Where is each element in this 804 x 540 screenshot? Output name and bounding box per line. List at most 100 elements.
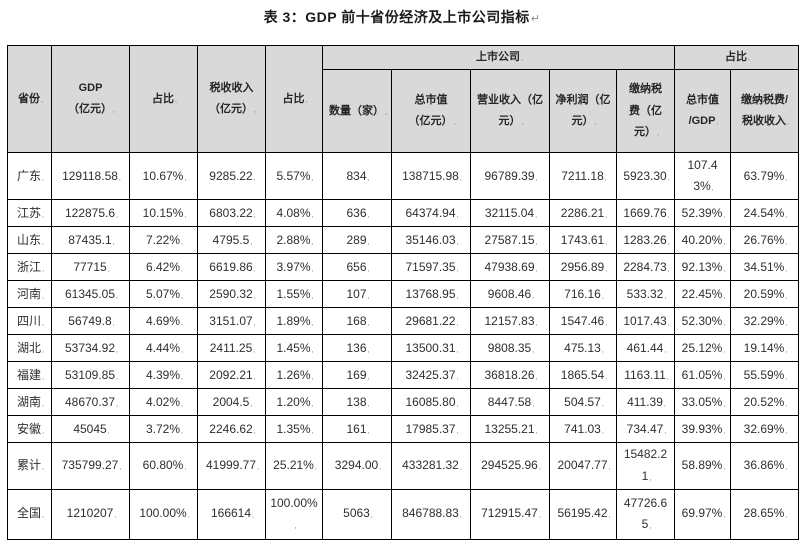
value-cell: 100.00% [129,488,198,540]
table-header: 省份 GDP （亿元） 占比 税收收入 （亿元） 占比 上市公司 占比 数量（家… [7,44,800,154]
value-cell: 13500.31 [391,334,471,363]
province-cell: 河南 [7,280,52,309]
value-cell: 40.20% [674,226,732,255]
table-row: 湖南48670.374.02%2004.51.20%13816085.80844… [7,388,800,417]
value-cell: 5923.30 [615,152,676,201]
value-cell: 846788.83 [391,488,471,540]
value-cell: 26.76% [730,226,800,255]
value-cell: 294525.96 [470,442,550,490]
value-cell: 10.67% [129,152,198,201]
province-cell: 湖南 [7,388,52,417]
page-title-text: 表 3：GDP 前十省份经济及上市公司指标 [263,9,530,25]
table-row: 江苏122875.610.15%6803.224.08%63664374.943… [7,199,800,228]
value-cell: 716.16 [549,280,617,309]
value-cell: 52.39% [674,199,732,228]
table-row: 四川56749.84.69%3151.071.89%16829681.22121… [7,307,800,336]
header-mcap-over-gdp: 总市值 /GDP [674,69,732,154]
province-cell: 福建 [7,361,52,390]
province-cell: 湖北 [7,334,52,363]
value-cell: 61.05% [674,361,732,390]
value-cell: 734.47 [615,415,676,444]
value-cell: 4.02% [129,388,198,417]
value-cell: 1283.26 [615,226,676,255]
value-cell: 166614 [197,488,266,540]
value-cell: 504.57 [549,388,617,417]
value-cell: 136 [322,334,392,363]
value-cell: 20.59% [730,280,800,309]
table-row: 湖北53734.924.44%2411.251.45%13613500.3198… [7,334,800,363]
value-cell: 3.97% [265,253,323,282]
header-count: 数量（家） [322,69,392,154]
value-cell: 7211.18 [549,152,617,201]
province-cell: 四川 [7,307,52,336]
value-cell: 61345.05 [51,280,130,309]
value-cell: 2590.32 [197,280,266,309]
value-cell: 33.05% [674,388,732,417]
value-cell: 63.79% [730,152,800,201]
value-cell: 4.08% [265,199,323,228]
table-row: 广东129118.5810.67%9285.225.57%834138715.9… [7,152,800,201]
value-cell: 5063 [322,488,392,540]
value-cell: 20047.77 [549,442,617,490]
value-cell: 161 [322,415,392,444]
value-cell: 533.32 [615,280,676,309]
value-cell: 53734.92 [51,334,130,363]
header-group-listed-companies: 上市公司 [321,44,676,71]
header-revenue: 营业收入（亿 元） [470,69,550,154]
value-cell: 712915.47 [470,488,550,540]
table-row: 福建53109.854.39%2092.211.26%16932425.3736… [7,361,800,390]
gdp-provinces-table: 省份 GDP （亿元） 占比 税收收入 （亿元） 占比 上市公司 占比 数量（家… [7,44,800,540]
value-cell: 1017.43 [615,307,676,336]
value-cell: 87435.1 [51,226,130,255]
value-cell: 19.14% [730,334,800,363]
value-cell: 1547.46 [549,307,617,336]
value-cell: 741.03 [549,415,617,444]
value-cell: 41999.77 [197,442,266,490]
value-cell: 138715.98 [391,152,471,201]
value-cell: 2092.21 [197,361,266,390]
value-cell: 636 [322,199,392,228]
value-cell: 3151.07 [197,307,266,336]
value-cell: 2956.89 [549,253,617,282]
value-cell: 1.26% [265,361,323,390]
value-cell: 129118.58 [51,152,130,201]
value-cell: 71597.35 [391,253,471,282]
value-cell: 24.54% [730,199,800,228]
header-market-cap: 总市值 （亿元） [391,69,471,154]
value-cell: 53109.85 [51,361,130,390]
table-row: 安徽450453.72%2246.621.35%16117985.3713255… [7,415,800,444]
value-cell: 475.13 [549,334,617,363]
value-cell: 29681.22 [391,307,471,336]
table-row: 河南61345.055.07%2590.321.55%10713768.9596… [7,280,800,309]
header-gdp-share: 占比 [129,44,198,154]
value-cell: 47938.69 [470,253,550,282]
value-cell: 92.13% [674,253,732,282]
value-cell: 6.42% [129,253,198,282]
value-cell: 1163.11 [615,361,676,390]
value-cell: 1743.61 [549,226,617,255]
value-cell: 2004.5 [197,388,266,417]
value-cell: 656 [322,253,392,282]
value-cell: 69.97% [674,488,732,540]
value-cell: 36818.26 [470,361,550,390]
value-cell: 5.07% [129,280,198,309]
province-cell: 江苏 [7,199,52,228]
value-cell: 58.89% [674,442,732,490]
header-tax-share: 占比 [265,44,323,154]
value-cell: 461.44 [615,334,676,363]
value-cell: 17985.37 [391,415,471,444]
province-cell: 安徽 [7,415,52,444]
value-cell: 32115.04 [470,199,550,228]
value-cell: 2411.25 [197,334,266,363]
value-cell: 34.51% [730,253,800,282]
value-cell: 13255.21 [470,415,550,444]
table-body: 广东129118.5810.67%9285.225.57%834138715.9… [7,152,800,540]
value-cell: 10.15% [129,199,198,228]
province-cell: 全国 [7,488,52,540]
table-row: 累计735799.2760.80%41999.7725.21%3294.0043… [7,442,800,490]
value-cell: 27587.15 [470,226,550,255]
header-tax-paid: 缴纳税 费（亿 元） [615,69,676,154]
header-net-profit: 净利润（亿 元） [549,69,617,154]
value-cell: 2.88% [265,226,323,255]
value-cell: 1.20% [265,388,323,417]
